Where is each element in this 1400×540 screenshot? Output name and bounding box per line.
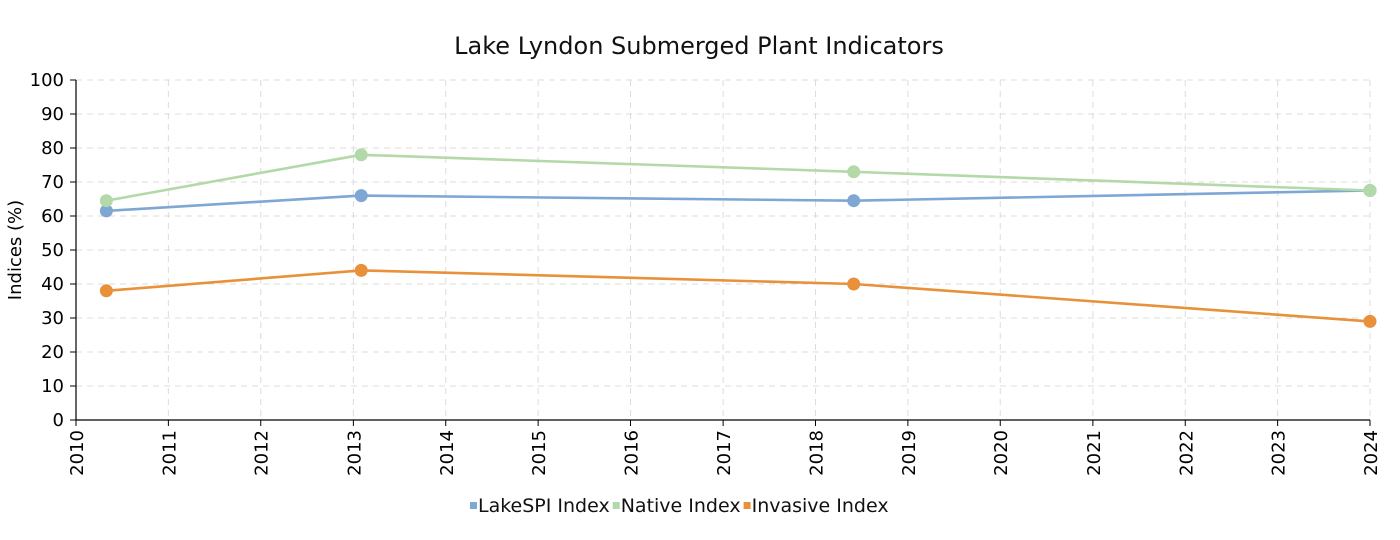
y-tick-label: 30 xyxy=(41,308,64,329)
series xyxy=(99,148,1377,328)
y-tick-label: 20 xyxy=(41,342,64,363)
x-tick-label: 2022 xyxy=(1176,430,1197,476)
data-point[interactable] xyxy=(847,165,861,179)
legend-swatch xyxy=(612,502,620,509)
legend-item[interactable]: Native Index xyxy=(612,495,741,517)
x-tick-label: 2018 xyxy=(807,430,828,476)
y-axis-ticks: 0 10 20 30 40 50 60 70 80 90 100 xyxy=(30,70,76,431)
y-tick-label: 90 xyxy=(41,104,64,125)
x-tick-label: 2024 xyxy=(1361,430,1382,476)
x-tick-label: 2017 xyxy=(714,430,735,476)
x-tick-label: 2016 xyxy=(621,430,642,476)
y-tick-label: 70 xyxy=(41,172,64,193)
data-point[interactable] xyxy=(354,263,368,277)
x-tick-label: 2015 xyxy=(529,430,550,476)
series-line xyxy=(105,153,1372,202)
x-axis-ticks: 2010 2011 2012 2013 2014 2015 2016 2017 2018 2019… xyxy=(67,420,1382,476)
legend-label: Invasive Index xyxy=(752,495,889,517)
legend-swatch xyxy=(470,502,477,509)
legend-item[interactable]: LakeSPI Index xyxy=(470,495,610,517)
data-point[interactable] xyxy=(99,204,113,218)
series-1 xyxy=(99,148,1377,208)
data-point[interactable] xyxy=(354,148,368,162)
grid xyxy=(75,79,1371,420)
legend-label: LakeSPI Index xyxy=(478,495,610,517)
y-tick-label: 80 xyxy=(41,138,64,159)
y-tick-label: 60 xyxy=(41,206,64,227)
x-tick-label: 2011 xyxy=(159,430,180,476)
x-tick-label: 2014 xyxy=(437,430,458,476)
data-point[interactable] xyxy=(1363,184,1377,197)
x-tick-label: 2010 xyxy=(67,430,88,476)
series-line xyxy=(105,189,1372,213)
x-tick-label: 2021 xyxy=(1084,430,1105,476)
legend: LakeSPI Index Native Index Invasive Index xyxy=(470,495,889,517)
x-tick-label: 2013 xyxy=(344,430,365,476)
data-point[interactable] xyxy=(1363,314,1377,328)
x-tick-label: 2012 xyxy=(252,430,273,476)
legend-swatch xyxy=(743,502,751,509)
data-point[interactable] xyxy=(847,194,861,208)
x-tick-label: 2023 xyxy=(1269,430,1290,476)
y-tick-label: 100 xyxy=(30,70,64,91)
legend-item[interactable]: Invasive Index xyxy=(743,495,889,517)
x-tick-label: 2020 xyxy=(991,430,1012,476)
data-point[interactable] xyxy=(99,194,113,208)
data-point[interactable] xyxy=(847,277,861,291)
chart-title: Lake Lyndon Submerged Plant Indicators xyxy=(454,32,944,60)
y-tick-label: 10 xyxy=(41,376,64,397)
x-tick-label: 2019 xyxy=(899,430,920,476)
series-line xyxy=(105,269,1372,323)
y-tick-label: 0 xyxy=(53,410,64,431)
legend-label: Native Index xyxy=(621,495,741,517)
data-point[interactable] xyxy=(99,284,113,298)
y-tick-label: 40 xyxy=(41,274,64,295)
y-axis-label: Indices (%) xyxy=(5,200,26,300)
data-point[interactable] xyxy=(354,189,368,203)
series-2 xyxy=(99,263,1377,328)
y-tick-label: 50 xyxy=(41,240,64,261)
